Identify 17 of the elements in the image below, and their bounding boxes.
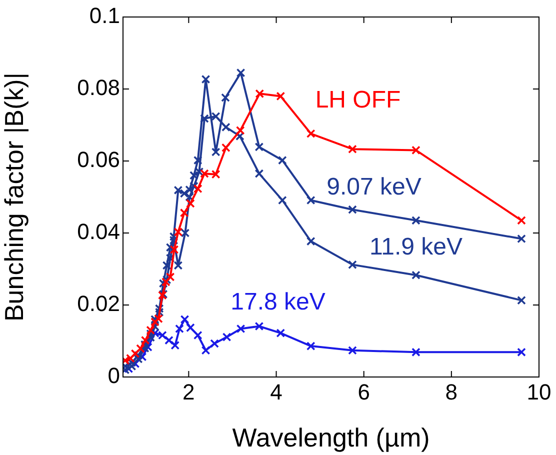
series-label: 17.8 keV	[230, 288, 326, 316]
y-tick-label: 0	[108, 363, 120, 388]
x-tick-label: 4	[270, 379, 282, 404]
y-tick-label: 0.06	[77, 147, 120, 172]
y-tick-label: 0.04	[77, 219, 120, 244]
y-tick-label: 0.02	[77, 291, 120, 316]
y-tick-label: 0.08	[77, 75, 120, 100]
x-tick-label: 2	[182, 379, 195, 404]
y-tick-label: 0.1	[89, 3, 120, 28]
x-axis-title: Wavelength (µm)	[232, 422, 430, 453]
series-label: 9.07 keV	[326, 174, 422, 201]
series-label: LH OFF	[315, 86, 401, 114]
series-label: 11.9 keV	[370, 234, 462, 261]
x-tick-label: 6	[358, 379, 370, 404]
x-tick-label: 8	[445, 379, 458, 404]
x-tick-label: 10	[526, 379, 552, 404]
y-axis-title: Bunching factor |B(k)|	[0, 72, 29, 322]
